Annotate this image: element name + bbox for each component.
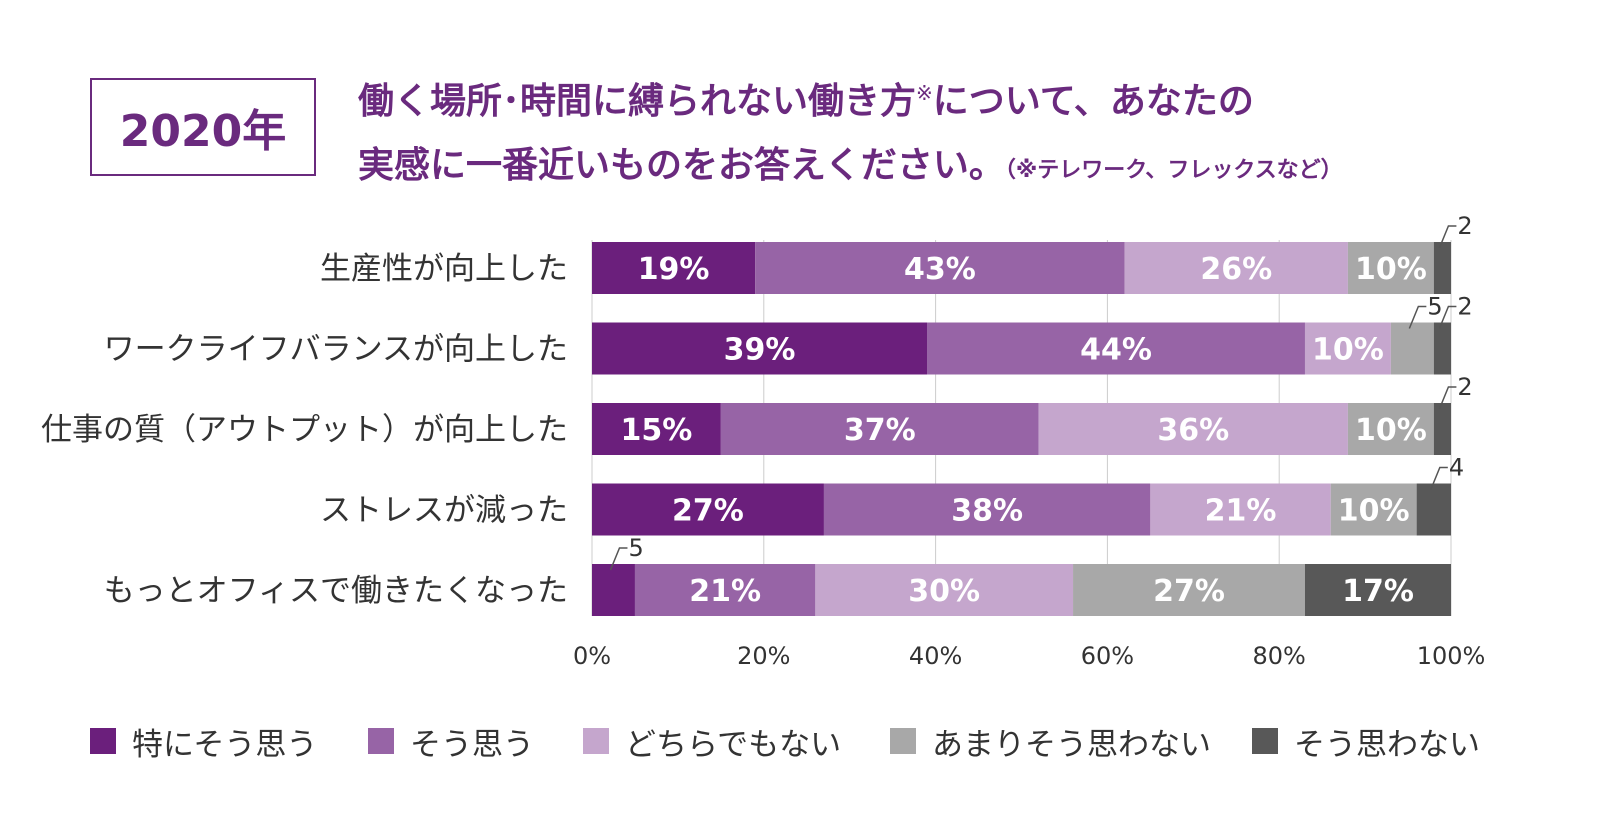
bar-segment [1433, 403, 1451, 455]
question-text-part3: 実感に一番近いものをお答えください。 [358, 145, 1005, 186]
legend-item: そう思わない [1252, 716, 1480, 766]
data-label-outside: 5 [1427, 293, 1442, 321]
x-tick-label: 100% [1417, 642, 1486, 670]
bar-segment [755, 242, 1125, 294]
question-footnote-mark: ※ [916, 81, 933, 105]
legend-label: そう思わない [1294, 726, 1480, 763]
bar-segment [1150, 483, 1331, 536]
bar-segment [1433, 322, 1451, 375]
leader-line [1438, 386, 1457, 410]
leader-line [1438, 225, 1457, 249]
bar-segment [1124, 242, 1348, 294]
data-label: 39% [724, 333, 796, 368]
category-label: もっとオフィスで働きたくなった [104, 573, 568, 609]
question-text-part2: について、あなたの [932, 81, 1254, 122]
question-footnote: （※テレワーク、フレックスなど） [1004, 158, 1343, 183]
category-label: 仕事の質（アウトプット）が向上した [41, 412, 568, 448]
data-label: 37% [844, 413, 916, 448]
leader-line [1430, 466, 1448, 490]
bar-segment [1347, 403, 1434, 455]
data-label: 17% [1342, 574, 1414, 609]
data-label: 26% [1200, 252, 1272, 287]
bar-segment [592, 403, 721, 455]
stacked-bar-chart: 生産性が向上した 19% 43% 26% 10% 2 ワークライフバランスが向上した 39% 4… [41, 212, 1486, 670]
data-label: 43% [904, 252, 976, 287]
data-label: 10% [1312, 333, 1384, 368]
bar-segment [720, 403, 1039, 455]
category-label: ストレスが減った [320, 493, 568, 529]
bar-segment [1304, 322, 1391, 375]
legend-swatch [583, 728, 609, 754]
data-label: 19% [638, 252, 710, 287]
legend-label: そう思う [410, 726, 534, 763]
data-label-outside: 2 [1457, 212, 1472, 240]
bar-segment [634, 564, 816, 616]
legend-item: あまりそう思わない [890, 716, 1211, 766]
bar-segment [1073, 564, 1305, 616]
bar-segment [592, 242, 756, 294]
data-label-outside: 5 [628, 534, 643, 562]
legend-label: どちらでもない [625, 726, 842, 763]
data-label: 27% [672, 494, 744, 529]
bar-segment [1038, 403, 1348, 455]
question-title-line2: 実感に一番近いものをお答えください。（※テレワーク、フレックスなど） [358, 136, 1343, 188]
x-tick-label: 80% [1253, 642, 1306, 670]
data-label: 21% [689, 574, 761, 609]
year-badge: 2020年 [90, 78, 316, 176]
bar-segment [1304, 564, 1451, 616]
question-title-line1: 働く場所･時間に縛られない働き方※について、あなたの [358, 72, 1254, 124]
data-label-outside: 2 [1457, 373, 1472, 401]
legend-label: あまりそう思わない [932, 726, 1211, 763]
bar-segment [1416, 483, 1451, 536]
data-label-outside: 2 [1457, 293, 1472, 321]
data-label: 10% [1355, 413, 1427, 448]
data-label: 15% [621, 413, 693, 448]
data-label: 30% [908, 574, 980, 609]
x-tick-label: 60% [1081, 642, 1134, 670]
bar-segment [1347, 242, 1434, 294]
bar-segment [1390, 322, 1434, 375]
legend-swatch [90, 728, 116, 754]
data-label: 21% [1205, 494, 1277, 529]
bar-segment [927, 322, 1305, 375]
x-tick-label: 40% [909, 642, 962, 670]
legend-item: どちらでもない [583, 716, 841, 766]
bar-segment [823, 483, 1151, 536]
x-tick-label: 20% [737, 642, 790, 670]
data-label-outside: 4 [1449, 454, 1464, 482]
leader-line [1438, 305, 1457, 329]
category-label: 生産性が向上した [320, 251, 568, 287]
legend-label: 特にそう思う [132, 726, 318, 763]
bar-segment [592, 483, 824, 536]
category-label: ワークライフバランスが向上した [104, 332, 568, 368]
bar-segment [1433, 242, 1451, 294]
leader-line [609, 547, 628, 571]
question-text-part1: 働く場所･時間に縛られない働き方 [358, 81, 917, 122]
data-label: 36% [1157, 413, 1229, 448]
data-label: 10% [1338, 494, 1410, 529]
data-label: 38% [951, 494, 1023, 529]
bar-segment [592, 564, 635, 616]
legend-swatch [1252, 728, 1278, 754]
chart-legend: 特にそう思う そう思う どちらでもない あまりそう思わない そう思わない [90, 716, 1601, 766]
legend-swatch [368, 728, 394, 754]
data-label: 44% [1080, 333, 1152, 368]
legend-item: 特にそう思う [90, 716, 317, 766]
year-label: 2020年 [119, 106, 287, 157]
leader-line [1408, 305, 1427, 329]
bar-segment [592, 322, 928, 375]
legend-swatch [890, 728, 916, 754]
data-label: 27% [1153, 574, 1225, 609]
bar-segment [1330, 483, 1417, 536]
data-label: 10% [1355, 252, 1427, 287]
legend-item: そう思う [368, 716, 534, 766]
bar-segment [815, 564, 1074, 616]
x-tick-label: 0% [573, 642, 611, 670]
